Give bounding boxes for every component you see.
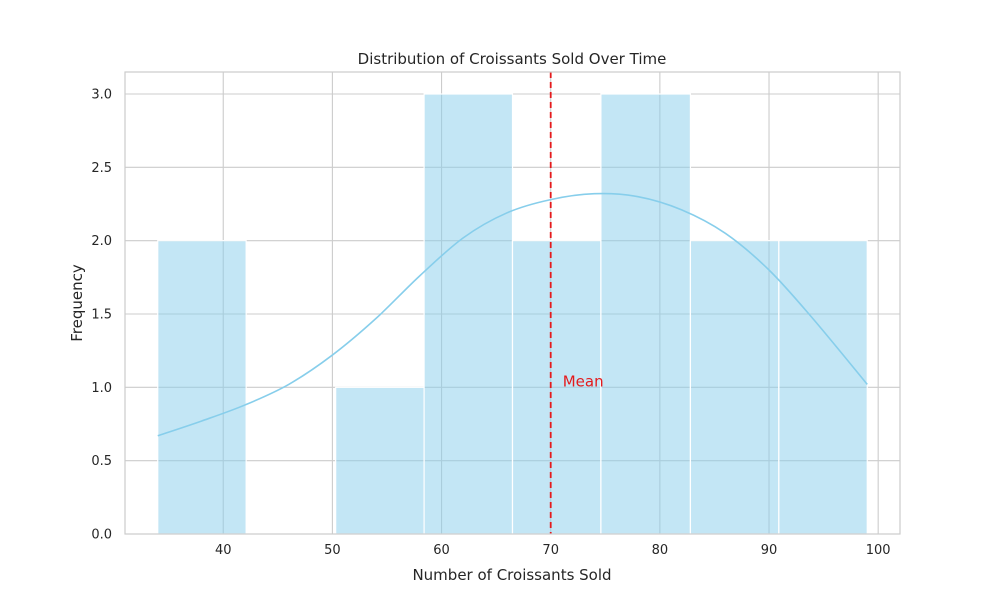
y-tick-label: 1.0 [91, 381, 112, 396]
chart-title: Distribution of Croissants Sold Over Tim… [358, 50, 667, 68]
y-tick-label: 0.5 [91, 454, 112, 469]
plot-frame [124, 71, 901, 535]
histogram-bars [157, 93, 868, 535]
x-axis-label: Number of Croissants Sold [412, 566, 611, 584]
y-tick-label: 2.0 [91, 234, 112, 249]
y-tick-label: 1.5 [91, 308, 112, 323]
histogram-bar [600, 93, 692, 535]
x-tick-label: 90 [761, 543, 778, 558]
y-axis-label: Frequency [68, 264, 86, 342]
y-tick-label: 2.5 [91, 161, 112, 176]
histogram-bar [511, 240, 602, 535]
mean-label: Mean [563, 372, 604, 390]
x-tick-label: 100 [866, 543, 891, 558]
histogram-bar [778, 240, 868, 535]
histogram-bar [689, 240, 780, 535]
y-tick-label: 0.0 [91, 528, 112, 543]
x-tick-label: 80 [652, 543, 669, 558]
mean-layer: Mean [549, 72, 604, 534]
kde-layer [157, 192, 868, 437]
x-tick-labels: 40 50 60 70 80 90 100 [215, 543, 891, 558]
x-tick-label: 40 [215, 543, 232, 558]
y-tick-label: 3.0 [91, 88, 112, 103]
x-tick-label: 70 [542, 543, 559, 558]
x-tick-label: 60 [433, 543, 450, 558]
histogram-bar [335, 386, 425, 535]
y-tick-labels: 0.0 0.5 1.0 1.5 2.0 2.5 3.0 [91, 88, 112, 543]
histogram-bar [423, 93, 514, 535]
histogram-bar [157, 240, 247, 535]
x-tick-label: 50 [324, 543, 341, 558]
kde-curve [157, 192, 868, 437]
